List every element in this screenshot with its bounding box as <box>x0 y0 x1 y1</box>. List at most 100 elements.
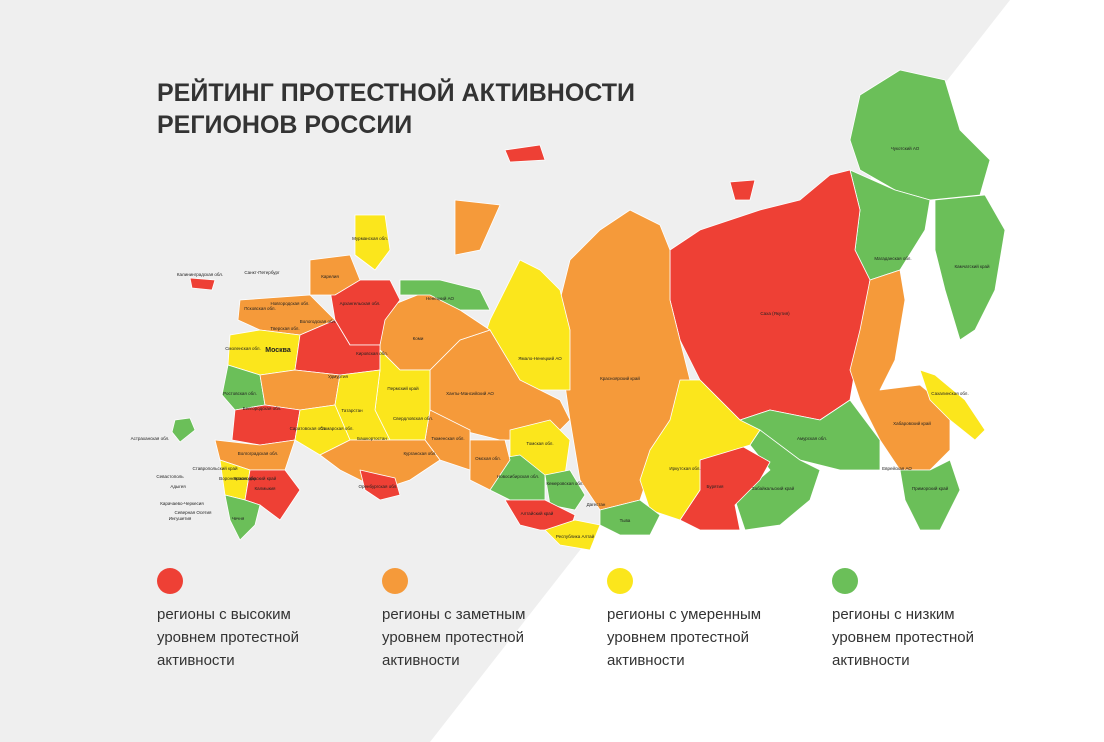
region-label: Северная Осетия <box>175 510 212 515</box>
region-label: Татарстан <box>341 408 363 413</box>
region-label: Краснодарский край <box>234 475 277 481</box>
legend-label: активности <box>832 652 910 669</box>
region-label: Сахалинская обл. <box>931 391 968 396</box>
region-label: Забайкальский край <box>752 485 795 491</box>
region <box>899 459 961 531</box>
region <box>849 69 991 201</box>
region-label: Астраханская обл. <box>131 436 170 441</box>
legend-label: уровнем протестной <box>382 629 524 646</box>
region-label: Камчатский край <box>955 263 990 269</box>
region-label: Омская обл. <box>475 456 501 461</box>
region <box>224 494 261 541</box>
region <box>729 179 756 201</box>
region-label: Белгородская обл. <box>243 406 282 411</box>
region-label: Волгоградская обл. <box>238 451 279 456</box>
region-label: Саха (Якутия) <box>760 311 790 316</box>
region <box>399 279 491 311</box>
region-label: Москва <box>265 347 291 354</box>
region-label: Свердловская обл. <box>393 416 433 421</box>
region <box>544 519 601 551</box>
region-labels: Калининградская обл. Санкт-Петербург Мурма… <box>0 0 990 539</box>
region-label: Саратовская обл. <box>290 426 327 431</box>
region-label: Адыгея <box>170 484 186 489</box>
region-label: Курганская обл. <box>403 451 436 456</box>
region-label: Тверская обл. <box>270 326 299 331</box>
legend-swatch <box>607 568 633 594</box>
legend-label: регионы с заметным <box>382 606 525 623</box>
region-label: Еврейская АО <box>882 465 912 471</box>
region-label: Башкортостан <box>357 436 387 441</box>
region-label: Коми <box>413 336 424 341</box>
region-label: Красноярский край <box>600 375 640 381</box>
region <box>504 144 546 163</box>
region-label: Самарская обл. <box>320 426 353 431</box>
region-label: Кировская обл. <box>356 351 388 356</box>
region-label: Оренбургская обл. <box>359 484 398 489</box>
region-label: Ханты-Мансийский АО <box>446 390 494 396</box>
region <box>319 439 441 491</box>
region <box>359 469 401 501</box>
region-label: Вологодская обл. <box>300 319 336 324</box>
region-label: Чечня <box>232 516 245 521</box>
legend-label: активности <box>607 652 685 669</box>
region <box>454 199 501 256</box>
region-label: Чукотский АО <box>891 145 920 151</box>
region <box>469 439 511 491</box>
legend-label: регионы с умеренным <box>607 606 761 623</box>
region-label: Мурманская обл. <box>352 236 388 241</box>
region-label: Удмуртия <box>328 374 348 379</box>
legend-swatch <box>832 568 858 594</box>
region-label: Смоленская обл. <box>225 346 261 351</box>
region-label: Кемеровская обл. <box>546 481 583 486</box>
region-label: Ненецкий АО <box>426 295 454 301</box>
region-label: Алтайский край <box>521 510 554 516</box>
region-label: Ростовская обл. <box>223 391 257 396</box>
region-label: Ингушетия <box>169 516 192 521</box>
region <box>639 379 761 521</box>
region-label: Дагестан <box>587 502 606 507</box>
region-label: Новгородская обл. <box>271 301 310 306</box>
region <box>309 254 361 296</box>
region <box>934 194 1006 341</box>
legend-swatch <box>157 568 183 594</box>
region-label: Амурская обл. <box>797 436 827 441</box>
region-label: Бурятия <box>707 484 725 489</box>
region-label: Республика Алтай <box>556 533 595 539</box>
map <box>171 69 1006 551</box>
legend-label: активности <box>382 652 460 669</box>
region <box>919 369 986 441</box>
region-label: Тюменская обл. <box>431 436 464 441</box>
region <box>354 214 391 271</box>
region-label: Воронежская обл. <box>219 476 257 481</box>
region <box>171 417 196 443</box>
region-label: Хабаровский край <box>893 420 931 426</box>
legend-swatch <box>382 568 408 594</box>
region-label: Ставропольский край <box>193 465 238 471</box>
legend-label: уровнем протестной <box>832 629 974 646</box>
region <box>544 469 586 511</box>
legend: регионы с высоким уровнем протестной актив… <box>157 568 974 669</box>
region-label: Иркутская обл. <box>669 466 700 471</box>
region-label: Архангельская обл. <box>340 301 381 306</box>
region <box>189 277 216 291</box>
region-label: Томская обл. <box>526 441 553 446</box>
legend-label: регионы с высоким <box>157 606 291 623</box>
region-label: Пермский край <box>387 385 419 391</box>
region-label: Псковская обл. <box>244 306 276 311</box>
region-label: Карачаево-Черкесия <box>160 501 204 506</box>
region-label: Тыва <box>620 518 631 523</box>
legend-label: регионы с низким <box>832 606 955 623</box>
region-label: Санкт-Петербург <box>244 270 280 275</box>
title-line: РЕГИОНОВ РОССИИ <box>157 111 412 139</box>
region <box>231 404 301 446</box>
region-label: Калининградская обл. <box>177 272 223 277</box>
legend-label: активности <box>157 652 235 669</box>
region-label: Севастополь <box>156 474 184 479</box>
region-label: Новосибирская обл. <box>497 474 539 479</box>
title-line: РЕЙТИНГ ПРОТЕСТНОЙ АКТИВНОСТИ <box>157 77 635 107</box>
region-label: Калмыкия <box>255 486 277 491</box>
region-label: Хакасия <box>0 0 9 1</box>
legend-label: уровнем протестной <box>607 629 749 646</box>
region-label: Ямало-Ненецкий АО <box>518 355 562 361</box>
region-label: Магаданская обл. <box>874 256 911 261</box>
